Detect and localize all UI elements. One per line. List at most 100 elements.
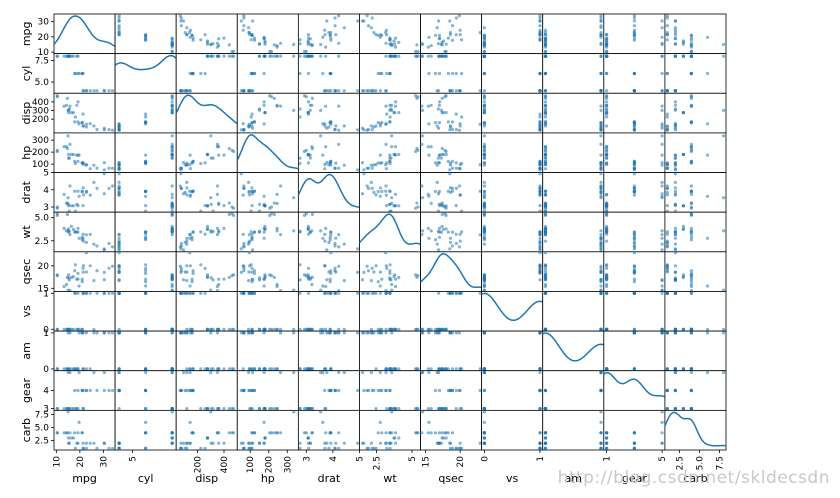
scatter-point — [66, 410, 70, 414]
scatter-point — [429, 229, 433, 233]
scatter-point — [450, 367, 455, 371]
scatter-point — [239, 331, 243, 335]
scatter-point — [378, 153, 382, 157]
scatter-point — [107, 291, 111, 295]
scatter-point — [599, 14, 603, 18]
scatter-point — [239, 441, 243, 445]
scatter-point — [319, 410, 323, 414]
scatter-point — [304, 54, 308, 58]
scatter-point — [242, 331, 246, 335]
panel-gear-vs-hp — [236, 370, 299, 411]
panel-am-vs-cyl — [114, 330, 177, 372]
scatter-point — [230, 54, 234, 58]
scatter-point — [203, 71, 207, 76]
scatter-point — [427, 236, 431, 240]
scatter-point — [222, 226, 226, 230]
scatter-point — [660, 126, 664, 130]
x-axis-label-gear: gear — [622, 472, 647, 485]
scatter-point — [66, 54, 70, 58]
y-tick-label: 0 — [43, 325, 49, 335]
scatter-point — [388, 291, 392, 295]
scatter-point — [170, 153, 174, 157]
scatter-point — [227, 327, 231, 331]
scatter-point — [250, 204, 254, 208]
scatter-point — [632, 264, 637, 268]
scatter-point — [239, 19, 243, 23]
scatter-point — [605, 264, 609, 268]
panel-vs-vs-mpg — [53, 291, 116, 332]
scatter-point — [95, 388, 99, 393]
scatter-point — [262, 331, 266, 335]
scatter-point — [279, 233, 283, 237]
scatter-point — [242, 446, 246, 450]
scatter-point — [376, 189, 380, 194]
scatter-point — [179, 24, 183, 28]
scatter-point — [356, 291, 360, 295]
scatter-point — [543, 100, 548, 104]
scatter-point — [356, 19, 360, 23]
scatter-point — [205, 367, 210, 371]
scatter-point — [227, 407, 231, 411]
scatter-point — [482, 180, 486, 184]
scatter-point — [384, 441, 388, 445]
scatter-point — [388, 115, 392, 119]
scatter-point — [117, 331, 121, 335]
scatter-point — [209, 134, 213, 138]
scatter-point — [543, 145, 548, 149]
scatter-point — [250, 124, 254, 128]
scatter-point — [71, 327, 76, 331]
scatter-point — [433, 238, 438, 242]
x-axis-label-mpg: mpg — [72, 472, 97, 485]
scatter-point — [170, 204, 174, 208]
scatter-point — [250, 270, 254, 274]
scatter-point — [439, 42, 443, 46]
scatter-point — [538, 161, 542, 165]
kde-curve-qsec — [420, 253, 482, 288]
scatter-point — [599, 291, 603, 295]
scatter-point — [370, 291, 374, 295]
scatter-point — [632, 241, 637, 246]
scatter-point — [181, 161, 186, 165]
scatter-point — [107, 331, 111, 335]
scatter-point — [262, 103, 266, 107]
scatter-point — [437, 431, 441, 435]
scatter-point — [329, 388, 333, 393]
scatter-point — [673, 226, 678, 230]
scatter-point — [325, 331, 329, 335]
scatter-point — [388, 271, 392, 275]
scatter-point — [328, 238, 332, 242]
scatter-point — [673, 367, 678, 371]
scatter-point — [538, 248, 542, 252]
scatter-point — [444, 42, 448, 46]
scatter-point — [84, 251, 88, 255]
scatter-point — [241, 122, 245, 126]
scatter-point — [88, 388, 92, 393]
kde-curve-vs — [481, 292, 543, 322]
scatter-point — [420, 104, 424, 108]
scatter-point — [62, 104, 66, 108]
scatter-point — [117, 186, 121, 190]
scatter-point — [144, 263, 148, 267]
scatter-point — [388, 407, 392, 411]
scatter-point — [185, 26, 189, 30]
scatter-point — [448, 172, 452, 176]
scatter-point — [457, 331, 461, 335]
scatter-point — [203, 204, 207, 208]
scatter-point — [188, 35, 192, 39]
scatter-point — [71, 275, 76, 279]
scatter-point — [262, 204, 266, 208]
y-tick-label: 300 — [32, 136, 49, 146]
scatter-point — [538, 270, 542, 274]
scatter-point — [660, 196, 664, 200]
scatter-point — [599, 264, 603, 268]
scatter-point — [660, 161, 664, 165]
scatter-point — [62, 407, 66, 411]
scatter-point — [599, 388, 603, 393]
scatter-point — [632, 166, 637, 170]
scatter-point — [415, 431, 419, 435]
scatter-point — [543, 49, 548, 54]
scatter-point — [689, 233, 694, 237]
scatter-point — [215, 54, 220, 58]
scatter-point — [689, 71, 694, 76]
scatter-point — [543, 192, 548, 196]
